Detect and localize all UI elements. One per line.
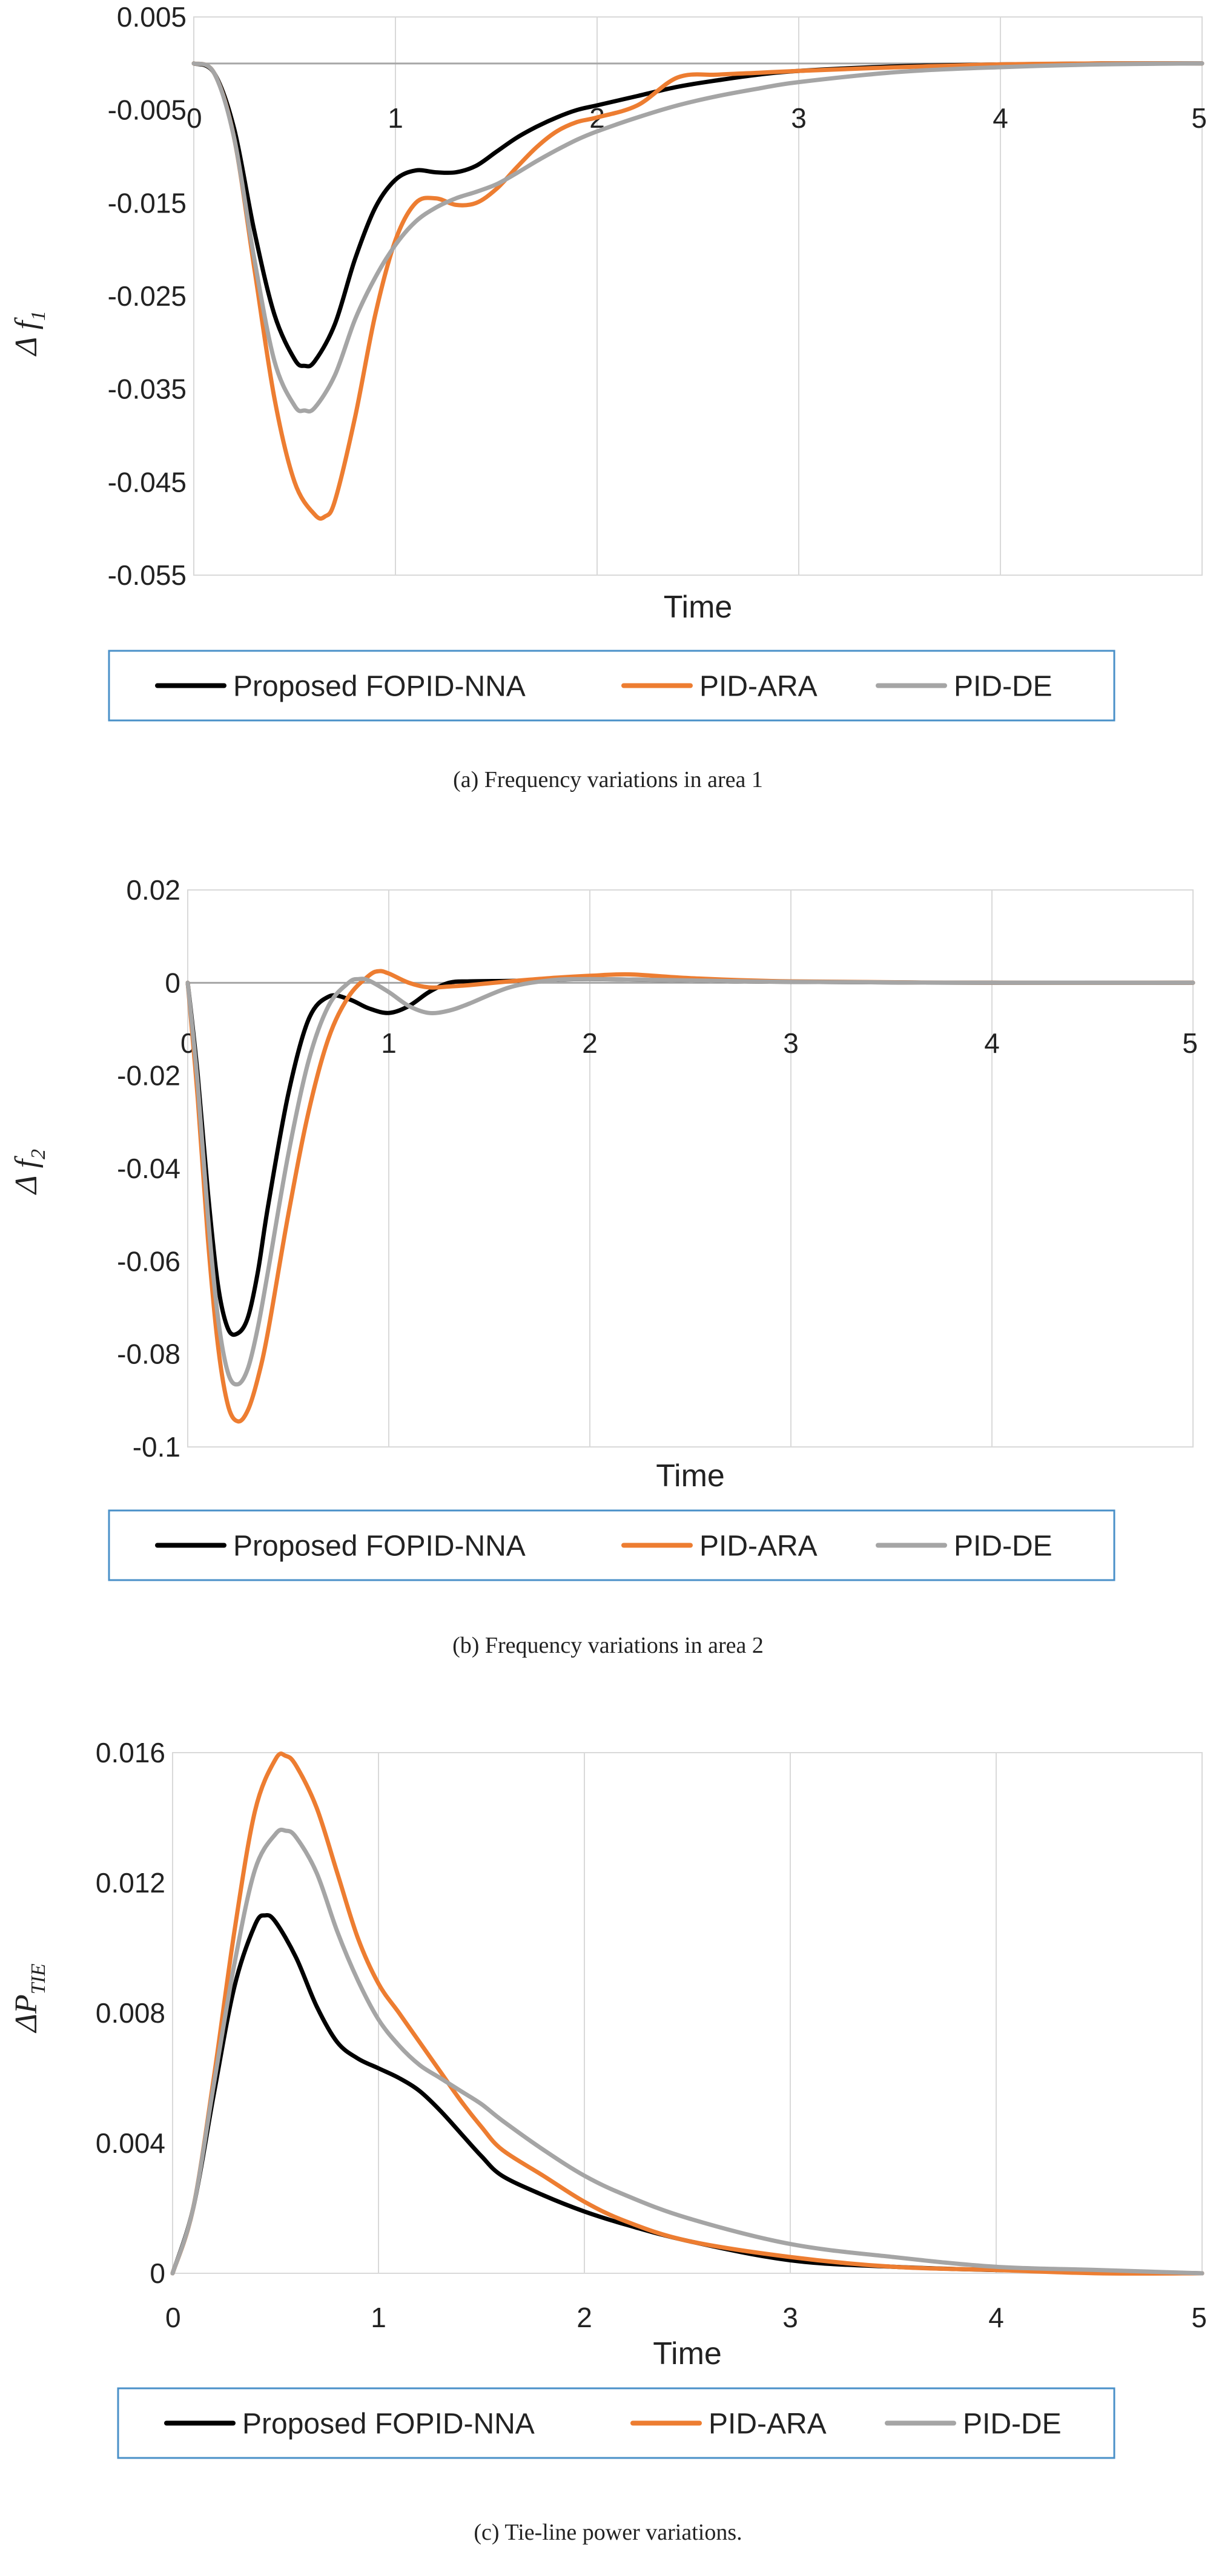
y-tick-label: -0.045 bbox=[108, 466, 187, 498]
y-tick-label: 0.004 bbox=[96, 2127, 165, 2159]
y-tick-label: -0.1 bbox=[133, 1431, 180, 1463]
y-tick-label: -0.035 bbox=[108, 374, 187, 405]
x-tick-label: 1 bbox=[381, 1027, 397, 1059]
y-tick-label: -0.015 bbox=[108, 187, 187, 219]
y-axis-title: ΔPTIE bbox=[9, 1963, 50, 2034]
series-line-2 bbox=[170, 1827, 1204, 2276]
x-tick-label: 3 bbox=[782, 2302, 798, 2333]
legend-label: PID-DE bbox=[954, 671, 1052, 703]
plot-area bbox=[172, 1752, 1203, 2274]
series-line-2 bbox=[185, 977, 1195, 1387]
figure-caption: (b) Frequency variations in area 2 bbox=[452, 1633, 764, 1658]
x-axis-title: Time bbox=[656, 1458, 725, 1494]
y-tick-label: -0.005 bbox=[108, 94, 187, 126]
y-tick-label: -0.04 bbox=[117, 1153, 180, 1184]
legend-label: Proposed FOPID-NNA bbox=[233, 1530, 526, 1563]
y-axis-title-subscript: 1 bbox=[27, 311, 50, 321]
chart-0-svg: 0.005 -0.005 -0.015 -0.025 -0.035 -0.045 -0.05… bbox=[9, 1, 1207, 792]
series-line-0 bbox=[185, 977, 1195, 1337]
x-tick-label: 0 bbox=[187, 102, 202, 134]
chart-panel-c: 0.016 0.012 0.008 0.004 0 0 1 2 3 4 5 Time ΔPTIE Prop… bbox=[0, 1695, 1216, 2576]
x-tick-label: 2 bbox=[582, 1027, 598, 1059]
series-line-1 bbox=[185, 969, 1195, 1424]
y-axis-title-main: Δ f bbox=[9, 1155, 44, 1195]
legend-label: PID-ARA bbox=[699, 671, 818, 703]
series-line-1 bbox=[191, 61, 1204, 521]
x-tick-label: 4 bbox=[984, 1027, 1000, 1059]
y-axis-title: Δ f1 bbox=[9, 311, 50, 357]
chart-panel-b: 0.02 0 -0.02 -0.04 -0.06 -0.08 -0.1 0 1 2 3 4 5 Time Δ… bbox=[0, 832, 1216, 1695]
y-tick-label: -0.02 bbox=[117, 1060, 180, 1092]
x-tick-label: 3 bbox=[783, 1027, 799, 1059]
legend-label: PID-ARA bbox=[709, 2408, 827, 2440]
x-tick-label: 1 bbox=[371, 2302, 386, 2333]
figure-caption: (a) Frequency variations in area 1 bbox=[453, 767, 763, 792]
y-tick-label: -0.055 bbox=[108, 559, 187, 591]
x-tick-label: 5 bbox=[1191, 2302, 1207, 2333]
x-tick-label: 4 bbox=[988, 2302, 1004, 2333]
series-line-1 bbox=[170, 1751, 1204, 2276]
x-axis-title: Time bbox=[653, 2336, 722, 2371]
legend-label: PID-ARA bbox=[699, 1530, 818, 1563]
legend-label: Proposed FOPID-NNA bbox=[233, 671, 526, 703]
legend-label: PID-DE bbox=[963, 2408, 1062, 2440]
x-tick-label: 0 bbox=[165, 2302, 181, 2333]
series-line-0 bbox=[191, 61, 1204, 369]
x-axis-title: Time bbox=[664, 590, 733, 625]
x-tick-label: 5 bbox=[1182, 1027, 1198, 1059]
chart-2-svg: 0.016 0.012 0.008 0.004 00 1 2 3 4 5 Time ΔPTIE Prop… bbox=[9, 1737, 1207, 2545]
x-tick-label: 1 bbox=[388, 102, 403, 134]
y-axis-title: Δ f2 bbox=[9, 1149, 50, 1195]
chart-1-svg: 0.020-0.02-0.04-0.06-0.08-0.10 1 2 3 4 5TimeΔ… bbox=[9, 874, 1198, 1658]
figure-caption: (c) Tie-line power variations. bbox=[474, 2520, 742, 2545]
y-tick-label: 0.016 bbox=[96, 1737, 165, 1768]
y-axis-title-main: ΔP bbox=[9, 1994, 44, 2033]
x-tick-label: 5 bbox=[1191, 102, 1207, 134]
chart-panel-a: 0.005 -0.005 -0.015 -0.025 -0.035 -0.045 -0.05… bbox=[0, 0, 1216, 832]
x-tick-label: 3 bbox=[791, 102, 807, 134]
y-axis-title-subscript: TIE bbox=[27, 1963, 50, 1994]
y-tick-label: 0 bbox=[165, 967, 180, 998]
y-axis-title-main: Δ f bbox=[9, 317, 44, 357]
plot-area bbox=[187, 889, 1194, 1448]
x-tick-label: 4 bbox=[993, 102, 1008, 134]
y-tick-label: -0.08 bbox=[117, 1339, 180, 1370]
x-tick-label: 2 bbox=[577, 2302, 592, 2333]
y-tick-label: 0.02 bbox=[126, 874, 180, 906]
y-axis-title-subscript: 2 bbox=[27, 1149, 50, 1159]
y-tick-label: 0.005 bbox=[117, 1, 187, 33]
y-tick-label: 0 bbox=[150, 2258, 165, 2289]
y-tick-label: 0.012 bbox=[96, 1867, 165, 1899]
y-tick-label: -0.025 bbox=[108, 280, 187, 312]
legend-label: PID-DE bbox=[954, 1530, 1052, 1563]
legend-label: Proposed FOPID-NNA bbox=[242, 2408, 535, 2440]
y-tick-label: -0.06 bbox=[117, 1245, 180, 1277]
y-tick-label: 0.008 bbox=[96, 1997, 165, 2029]
series-line-2 bbox=[191, 61, 1204, 414]
